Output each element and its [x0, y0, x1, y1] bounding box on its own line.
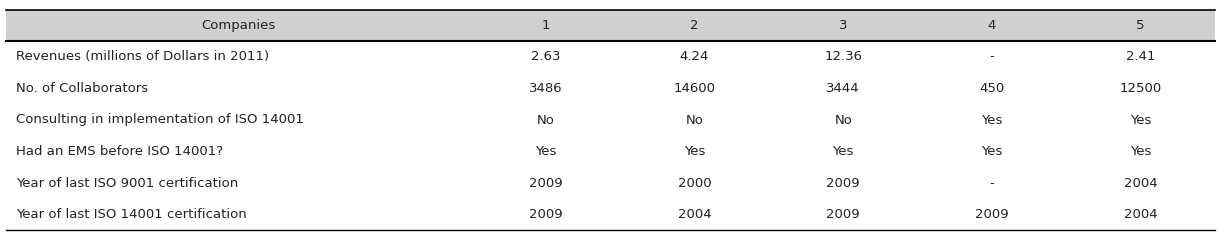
- Text: Revenues (millions of Dollars in 2011): Revenues (millions of Dollars in 2011): [16, 50, 269, 63]
- Text: Consulting in implementation of ISO 14001: Consulting in implementation of ISO 1400…: [16, 114, 304, 126]
- Text: 450: 450: [979, 82, 1005, 95]
- Text: 1: 1: [542, 19, 551, 32]
- Bar: [6, 10, 1215, 41]
- Text: Year of last ISO 9001 certification: Year of last ISO 9001 certification: [16, 177, 238, 190]
- Text: Yes: Yes: [982, 145, 1002, 158]
- Text: No. of Collaborators: No. of Collaborators: [16, 82, 148, 95]
- Text: Yes: Yes: [833, 145, 853, 158]
- Text: 3: 3: [839, 19, 847, 32]
- Text: Yes: Yes: [1129, 145, 1151, 158]
- Text: 2: 2: [690, 19, 698, 32]
- Text: 2004: 2004: [1123, 208, 1158, 221]
- Text: -: -: [989, 50, 994, 63]
- Text: 3444: 3444: [827, 82, 860, 95]
- Text: 5: 5: [1137, 19, 1145, 32]
- Text: 3486: 3486: [529, 82, 563, 95]
- Text: 2000: 2000: [678, 177, 712, 190]
- Text: 2.41: 2.41: [1126, 50, 1155, 63]
- Text: 2009: 2009: [827, 208, 860, 221]
- Text: Had an EMS before ISO 14001?: Had an EMS before ISO 14001?: [16, 145, 223, 158]
- Text: No: No: [537, 114, 554, 126]
- Text: -: -: [989, 177, 994, 190]
- Text: 2.63: 2.63: [531, 50, 560, 63]
- Text: Companies: Companies: [201, 19, 276, 32]
- Text: No: No: [685, 114, 703, 126]
- Text: 2009: 2009: [976, 208, 1009, 221]
- Text: 2009: 2009: [827, 177, 860, 190]
- Text: 2004: 2004: [1123, 177, 1158, 190]
- Text: Yes: Yes: [982, 114, 1002, 126]
- Text: 2009: 2009: [529, 208, 563, 221]
- Text: 4.24: 4.24: [680, 50, 709, 63]
- Text: 2004: 2004: [678, 208, 712, 221]
- Text: 12.36: 12.36: [824, 50, 862, 63]
- Text: 4: 4: [988, 19, 996, 32]
- Text: Yes: Yes: [535, 145, 557, 158]
- Text: 2009: 2009: [529, 177, 563, 190]
- Text: Year of last ISO 14001 certification: Year of last ISO 14001 certification: [16, 208, 247, 221]
- Text: Yes: Yes: [1129, 114, 1151, 126]
- Text: No: No: [834, 114, 852, 126]
- Text: 14600: 14600: [674, 82, 716, 95]
- Text: 12500: 12500: [1120, 82, 1161, 95]
- Text: Yes: Yes: [684, 145, 706, 158]
